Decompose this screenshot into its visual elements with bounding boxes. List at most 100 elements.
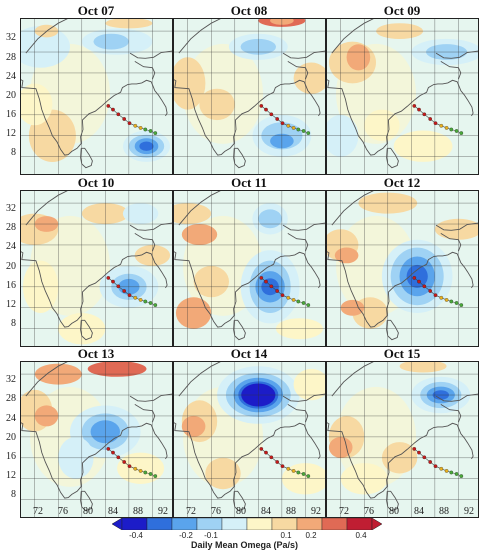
track-point (291, 298, 296, 302)
lon-tick-label: 72 (33, 506, 43, 517)
lat-tick-label: 12 (6, 299, 16, 310)
panel-title-oct09: Oct 09 (383, 3, 421, 18)
track-point (111, 107, 115, 112)
track-point (296, 299, 301, 304)
coastline (282, 393, 326, 402)
coastline (440, 233, 462, 252)
track-point (428, 289, 433, 293)
coastline (80, 147, 93, 169)
panel-title-oct13: Oct 13 (77, 346, 115, 361)
track-point (111, 279, 115, 284)
lat-tick-label: 12 (6, 470, 16, 481)
coastline (173, 250, 321, 328)
colorbar-swatch (146, 518, 173, 530)
lon-tick-label: 88 (133, 506, 143, 517)
panel-title-oct07: Oct 07 (77, 3, 115, 18)
lon-tick-label: 92 (158, 506, 168, 517)
lat-tick-label: 16 (6, 280, 16, 291)
omega-contour (346, 44, 371, 71)
omega-field (20, 361, 173, 518)
track-point (122, 117, 127, 121)
track-point (269, 284, 274, 289)
cyclone-track (414, 105, 462, 134)
track-point (301, 472, 306, 476)
omega-field (173, 190, 326, 347)
track-point (286, 295, 291, 300)
lon-tick-label: 76 (58, 506, 68, 517)
track-point (143, 470, 148, 475)
track-point (306, 474, 311, 478)
colorbar-swatch (296, 518, 323, 530)
coastline (173, 78, 321, 156)
colorbar-tick-label: -0.4 (129, 531, 143, 540)
lat-tick-label: 32 (6, 32, 16, 43)
lon-tick-label: 76 (211, 506, 221, 517)
cyclone-track (414, 277, 462, 306)
lat-tick-label: 28 (6, 393, 16, 404)
track-point (459, 303, 464, 307)
lat-tick-label: 8 (11, 489, 16, 500)
panel-frame (326, 190, 479, 347)
track-point (449, 470, 454, 475)
track-point (143, 127, 148, 132)
track-point (259, 276, 264, 280)
track-point (269, 112, 274, 117)
coastline (326, 421, 474, 499)
lon-tick-label: 72 (339, 506, 349, 517)
track-point (306, 303, 311, 307)
track-point (106, 276, 111, 280)
track-point (275, 460, 280, 464)
omega-contour (93, 33, 129, 50)
omega-contour (334, 247, 359, 264)
colorbar-tick-label: -0.1 (204, 531, 218, 540)
track-point (296, 127, 301, 132)
colorbar-swatch (221, 518, 248, 530)
lat-tick-label: 24 (6, 413, 16, 424)
coastline (25, 361, 69, 397)
coastline (129, 50, 173, 59)
panel-title-oct11: Oct 11 (231, 175, 267, 190)
coastline (20, 250, 168, 328)
cyclone-track (108, 448, 156, 477)
omega-contour (175, 297, 212, 329)
track-point (122, 289, 127, 293)
lat-tick-label: 32 (6, 203, 16, 214)
lat-tick-label: 24 (6, 241, 16, 252)
coastline (233, 147, 246, 169)
omega-field (20, 18, 173, 175)
coastline (80, 319, 93, 341)
panel-frame (173, 190, 326, 347)
lon-tick-label: 92 (464, 506, 474, 517)
track-point (280, 293, 285, 298)
coastline (435, 393, 479, 402)
track-point (116, 112, 121, 117)
map-panel-oct09 (326, 18, 479, 175)
track-point (148, 472, 153, 476)
track-point (133, 466, 138, 471)
coastline (386, 490, 399, 512)
lat-tick-label: 16 (6, 451, 16, 462)
lon-tick-label: 76 (364, 506, 374, 517)
track-point (143, 299, 148, 304)
track-point (422, 284, 427, 289)
lat-tick-label: 28 (6, 52, 16, 63)
omega-field (20, 190, 173, 347)
omega-contour (173, 203, 212, 225)
panel-frame (326, 361, 479, 518)
colorbar-swatch (321, 518, 348, 530)
colorbar-tick-label: -0.2 (179, 531, 193, 540)
omega-contour (258, 209, 282, 229)
coastline (287, 61, 309, 80)
track-point (422, 112, 427, 117)
map-panel-oct10 (20, 190, 173, 347)
map-panel-oct11 (173, 190, 326, 347)
panel-frame (173, 18, 326, 175)
omega-contour (181, 415, 206, 437)
track-point (417, 450, 421, 455)
omega-contour (293, 368, 326, 401)
panel-title-oct08: Oct 08 (230, 3, 268, 18)
panel-frame (326, 18, 479, 175)
coastline (233, 319, 246, 341)
track-point (264, 107, 268, 112)
lat-tick-label: 24 (6, 71, 16, 82)
